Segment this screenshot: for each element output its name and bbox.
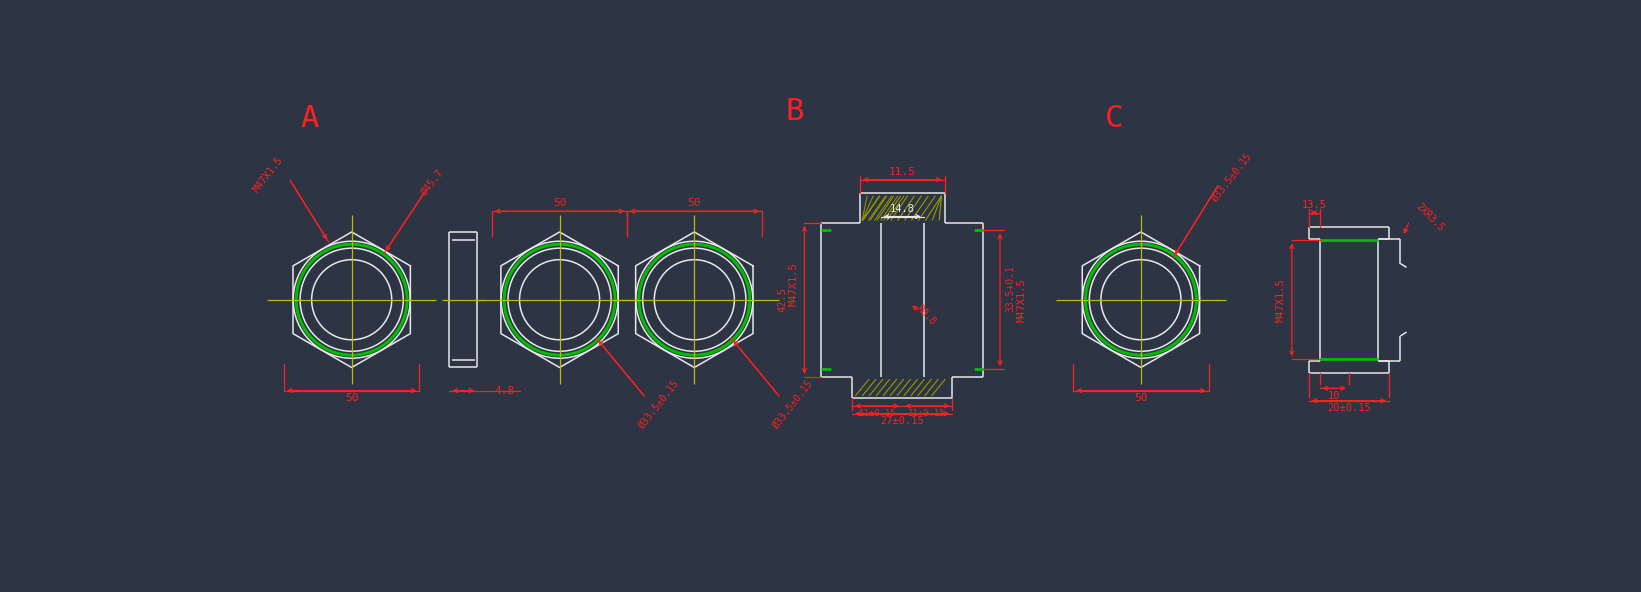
Text: 20±0.15: 20±0.15 — [1328, 403, 1370, 413]
Text: 50: 50 — [553, 198, 566, 208]
Text: R0.8: R0.8 — [914, 303, 937, 327]
Text: 50: 50 — [345, 393, 358, 403]
Text: 50: 50 — [1134, 393, 1147, 403]
Text: 2XR3.5: 2XR3.5 — [1415, 201, 1446, 233]
Text: 11.5: 11.5 — [889, 167, 916, 177]
Text: 10: 10 — [1328, 391, 1341, 401]
Text: M47X1.5: M47X1.5 — [789, 262, 799, 306]
Text: 50: 50 — [688, 198, 701, 208]
Text: 13.5: 13.5 — [1301, 200, 1326, 210]
Text: 14.8: 14.8 — [889, 204, 914, 214]
Text: 33.5+0.1: 33.5+0.1 — [1006, 265, 1016, 311]
Text: 11±0.15: 11±0.15 — [858, 409, 896, 418]
Text: 11+0.15: 11+0.15 — [907, 409, 945, 418]
Text: B: B — [786, 96, 804, 126]
Text: Ø33.5±0.15: Ø33.5±0.15 — [771, 379, 816, 432]
Text: M47X1.5: M47X1.5 — [1277, 278, 1287, 321]
Text: 27±0.15: 27±0.15 — [880, 416, 924, 426]
Text: A: A — [300, 104, 318, 133]
Text: 4.8: 4.8 — [494, 385, 514, 395]
Text: Ø33.5±0.15: Ø33.5±0.15 — [637, 379, 679, 432]
Text: M47X1.5: M47X1.5 — [1016, 278, 1027, 321]
Text: 42.5: 42.5 — [778, 287, 788, 312]
Text: Ø33.5±0.15: Ø33.5±0.15 — [1209, 152, 1254, 204]
Text: M47X1.5: M47X1.5 — [251, 155, 286, 194]
Text: C: C — [1104, 104, 1122, 133]
Text: Ø45.7: Ø45.7 — [420, 168, 446, 198]
